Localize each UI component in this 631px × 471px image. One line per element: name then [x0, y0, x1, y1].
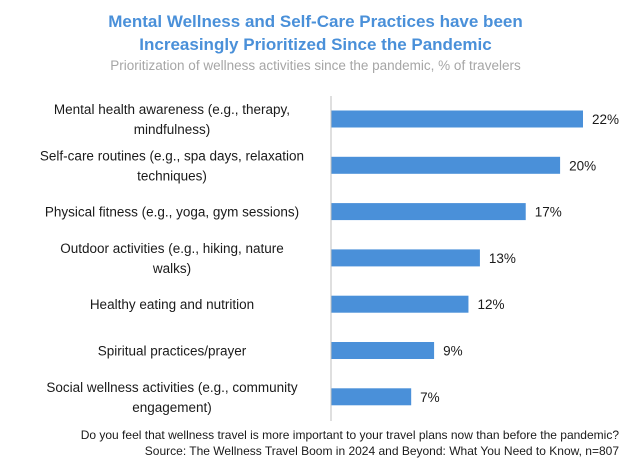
chart-subtitle: Prioritization of wellness activities si…	[110, 58, 521, 73]
source-note: Source: The Wellness Travel Boom in 2024…	[144, 444, 619, 458]
chart-title: Mental Wellness and Self-Care Practices …	[0, 10, 631, 56]
category-label: Self-care routines (e.g., spa days, rela…	[40, 148, 304, 163]
bar	[331, 295, 469, 313]
bar	[331, 156, 561, 174]
survey-question: Do you feel that wellness travel is more…	[80, 428, 619, 442]
bar	[331, 249, 480, 267]
title-line-1: Mental Wellness and Self-Care Practices …	[108, 12, 523, 31]
category-label: engagement)	[132, 400, 212, 415]
category-label: mindfulness)	[134, 122, 211, 137]
bar	[331, 342, 435, 359]
value-label: 13%	[489, 251, 516, 266]
value-label: 17%	[535, 205, 562, 220]
category-label: Outdoor activities (e.g., hiking, nature	[60, 241, 284, 256]
value-label: 12%	[477, 297, 504, 312]
category-label: Physical fitness (e.g., yoga, gym sessio…	[45, 205, 299, 220]
title-line-2: Increasingly Prioritized Since the Pande…	[139, 35, 492, 54]
category-label: Social wellness activities (e.g., commun…	[46, 380, 298, 395]
category-label: walks)	[152, 261, 191, 276]
bar	[331, 388, 412, 406]
value-label: 9%	[443, 344, 463, 359]
footnote: Do you feel that wellness travel is more…	[81, 427, 619, 459]
category-label: Mental health awareness (e.g., therapy,	[54, 102, 290, 117]
category-label: Healthy eating and nutrition	[90, 297, 254, 312]
bar	[331, 203, 526, 221]
category-label: Spiritual practices/prayer	[98, 344, 247, 359]
category-label: techniques)	[137, 168, 207, 183]
bar	[331, 110, 583, 128]
value-label: 7%	[420, 390, 440, 405]
value-label: 22%	[592, 112, 619, 127]
value-label: 20%	[569, 158, 596, 173]
